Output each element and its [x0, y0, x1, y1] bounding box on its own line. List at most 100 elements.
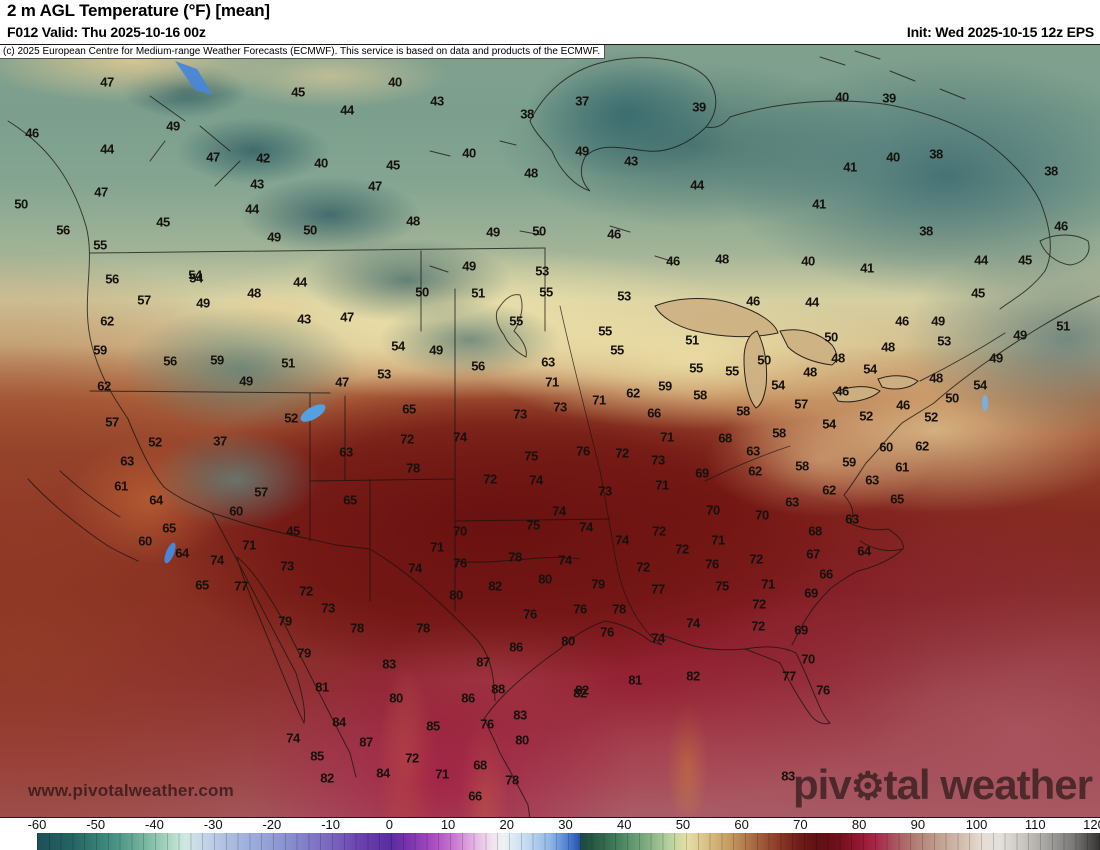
temp-label: 49 [486, 224, 500, 240]
temp-label: 74 [651, 630, 665, 646]
temp-label: 71 [660, 429, 674, 445]
temp-label: 72 [751, 618, 765, 634]
temp-label: 54 [822, 416, 836, 432]
temp-label: 63 [785, 494, 799, 510]
valid-time-label: F012 Valid: Thu 2025-10-16 00z [7, 24, 206, 40]
temp-label: 49 [429, 342, 443, 358]
temp-label: 38 [1044, 163, 1058, 179]
temp-label: 43 [250, 176, 264, 192]
temp-label: 54 [391, 338, 405, 354]
temp-label: 80 [389, 690, 403, 706]
temp-label: 65 [343, 492, 357, 508]
temp-label: 73 [280, 558, 294, 574]
temp-label: 40 [462, 145, 476, 161]
temp-label: 48 [524, 165, 538, 181]
temp-label: 75 [524, 448, 538, 464]
temp-label: 45 [1018, 252, 1032, 268]
temp-label: 76 [705, 556, 719, 572]
temp-label: 56 [105, 271, 119, 287]
temp-label: 62 [748, 463, 762, 479]
temp-label: 57 [105, 414, 119, 430]
temp-label: 47 [206, 149, 220, 165]
temp-label: 48 [881, 339, 895, 355]
temp-label: 40 [314, 155, 328, 171]
temp-label: 72 [615, 445, 629, 461]
temp-label: 37 [575, 93, 589, 109]
temp-label: 85 [310, 748, 324, 764]
temp-label: 52 [284, 410, 298, 426]
temp-label: 62 [97, 378, 111, 394]
temp-label: 53 [617, 288, 631, 304]
header-subrow: F012 Valid: Thu 2025-10-16 00z Init: Wed… [7, 24, 1094, 40]
temp-label: 49 [267, 229, 281, 245]
temp-label: 78 [350, 620, 364, 636]
hudson-bay [529, 57, 717, 192]
temp-label: 73 [651, 452, 665, 468]
temp-label: 41 [860, 260, 874, 276]
temp-label: 75 [715, 578, 729, 594]
temp-label: 38 [929, 146, 943, 162]
temp-label: 50 [824, 329, 838, 345]
colorbar-tick-label: -10 [321, 817, 341, 832]
temp-label: 64 [857, 543, 871, 559]
temp-label: 76 [453, 555, 467, 571]
temp-label: 40 [801, 253, 815, 269]
temp-label: 44 [805, 294, 819, 310]
colorbar-tick-label: 100 [965, 817, 988, 832]
state-lines-plains [454, 247, 611, 612]
temp-label: 70 [706, 502, 720, 518]
temp-label: 46 [895, 313, 909, 329]
temp-label: 47 [94, 184, 108, 200]
temp-label: 72 [749, 551, 763, 567]
temp-label: 59 [842, 454, 856, 470]
colorbar-tick-label: 20 [499, 817, 514, 832]
temp-label: 46 [25, 125, 39, 141]
temp-label: 48 [929, 370, 943, 386]
temp-label: 38 [919, 223, 933, 239]
temp-label: 46 [896, 397, 910, 413]
temp-label: 81 [628, 672, 642, 688]
temp-label: 73 [598, 483, 612, 499]
temp-label: 55 [539, 284, 553, 300]
temp-label: 86 [461, 690, 475, 706]
temp-label: 83 [781, 768, 795, 784]
temp-label: 81 [315, 679, 329, 695]
temp-label: 46 [607, 226, 621, 242]
temp-label: 47 [340, 309, 354, 325]
temp-label: 45 [156, 214, 170, 230]
temp-label: 58 [772, 425, 786, 441]
temp-label: 54 [189, 270, 203, 286]
temp-label: 37 [213, 433, 227, 449]
pivotal-weather-logo: piv⚙tal weather [793, 761, 1093, 809]
temp-label: 48 [831, 350, 845, 366]
temp-label: 63 [845, 511, 859, 527]
colorbar-tick-label: -40 [145, 817, 164, 832]
border-42n [89, 390, 331, 394]
temp-label: 48 [247, 285, 261, 301]
temp-label: 70 [755, 507, 769, 523]
colorbar-tick-label: -60 [27, 817, 47, 832]
temp-label: 63 [339, 444, 353, 460]
temp-label: 55 [598, 323, 612, 339]
temp-label: 87 [476, 654, 490, 670]
temp-label: 62 [822, 482, 836, 498]
colorbar-tick-label: 40 [616, 817, 632, 832]
mississippi-river [559, 305, 653, 638]
temp-label: 74 [529, 472, 543, 488]
temp-label: 45 [286, 523, 300, 539]
temp-label: 70 [453, 523, 467, 539]
temp-label: 85 [426, 718, 440, 734]
temp-label: 77 [782, 668, 796, 684]
temp-label: 79 [591, 576, 605, 592]
temp-label: 66 [468, 788, 482, 804]
temp-label: 64 [175, 545, 189, 561]
temp-label: 72 [675, 541, 689, 557]
temp-label: 60 [229, 503, 243, 519]
temp-label: 82 [320, 770, 334, 786]
colorbar-tick-label: -50 [86, 817, 106, 832]
temp-label: 74 [579, 519, 593, 535]
temp-label: 64 [149, 492, 163, 508]
temp-label: 71 [761, 576, 775, 592]
colorbar-tick-label: 10 [440, 817, 456, 832]
